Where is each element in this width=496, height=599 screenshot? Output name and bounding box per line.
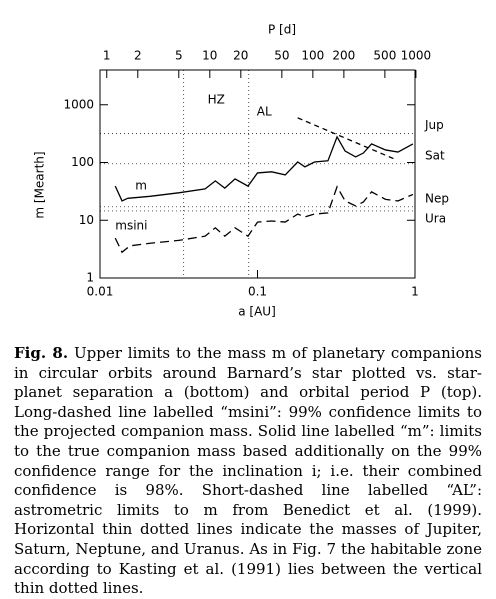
reference-label: Sat [425, 148, 445, 162]
series-label: msini [115, 219, 147, 233]
series-line [297, 117, 395, 160]
series-line [114, 185, 414, 254]
x-tick-label: 0.1 [248, 285, 267, 299]
reference-label: Ura [425, 211, 446, 225]
y-axis-label: m [Mearth] [33, 151, 47, 218]
reference-label: Jup [424, 118, 444, 132]
x2-tick-label: 100 [301, 49, 324, 63]
x2-tick-label: 500 [373, 49, 396, 63]
reference-label: Nep [425, 191, 449, 205]
caption: Fig. 8. Upper limits to the mass m of pl… [14, 344, 482, 599]
x2-tick-label: 200 [332, 49, 355, 63]
y-tick-label: 100 [71, 155, 94, 169]
x2-tick-label: 10 [202, 49, 217, 63]
x2-axis-label: P [d] [268, 23, 296, 37]
x2-tick-label: 2 [134, 49, 142, 63]
y-tick-label: 1 [86, 271, 94, 285]
y-tick-label: 1000 [63, 97, 94, 111]
series-label: m [135, 179, 147, 193]
y-tick-label: 10 [79, 213, 94, 227]
caption-text: Upper limits to the mass m of planetary … [14, 344, 482, 598]
hz-label: HZ [208, 93, 225, 107]
x2-tick-label: 1 [103, 49, 111, 63]
x2-tick-label: 1000 [401, 49, 432, 63]
x-axis-label: a [AU] [238, 305, 276, 319]
x-tick-label: 0.01 [87, 285, 114, 299]
page: a [AU] P [d] m [Mearth] 0.01 0.1 1 1 2 5 10 20 5… [14, 22, 482, 598]
x2-tick-label: 50 [274, 49, 289, 63]
x-tick-label: 1 [411, 285, 419, 299]
series-line [114, 135, 414, 202]
chart: a [AU] P [d] m [Mearth] 0.01 0.1 1 1 2 5 10 20 5… [33, 23, 449, 319]
caption-label: Fig. 8. [14, 344, 69, 362]
series-label: AL [257, 104, 272, 118]
x2-tick-label: 20 [233, 49, 248, 63]
x2-tick-label: 5 [175, 49, 183, 63]
